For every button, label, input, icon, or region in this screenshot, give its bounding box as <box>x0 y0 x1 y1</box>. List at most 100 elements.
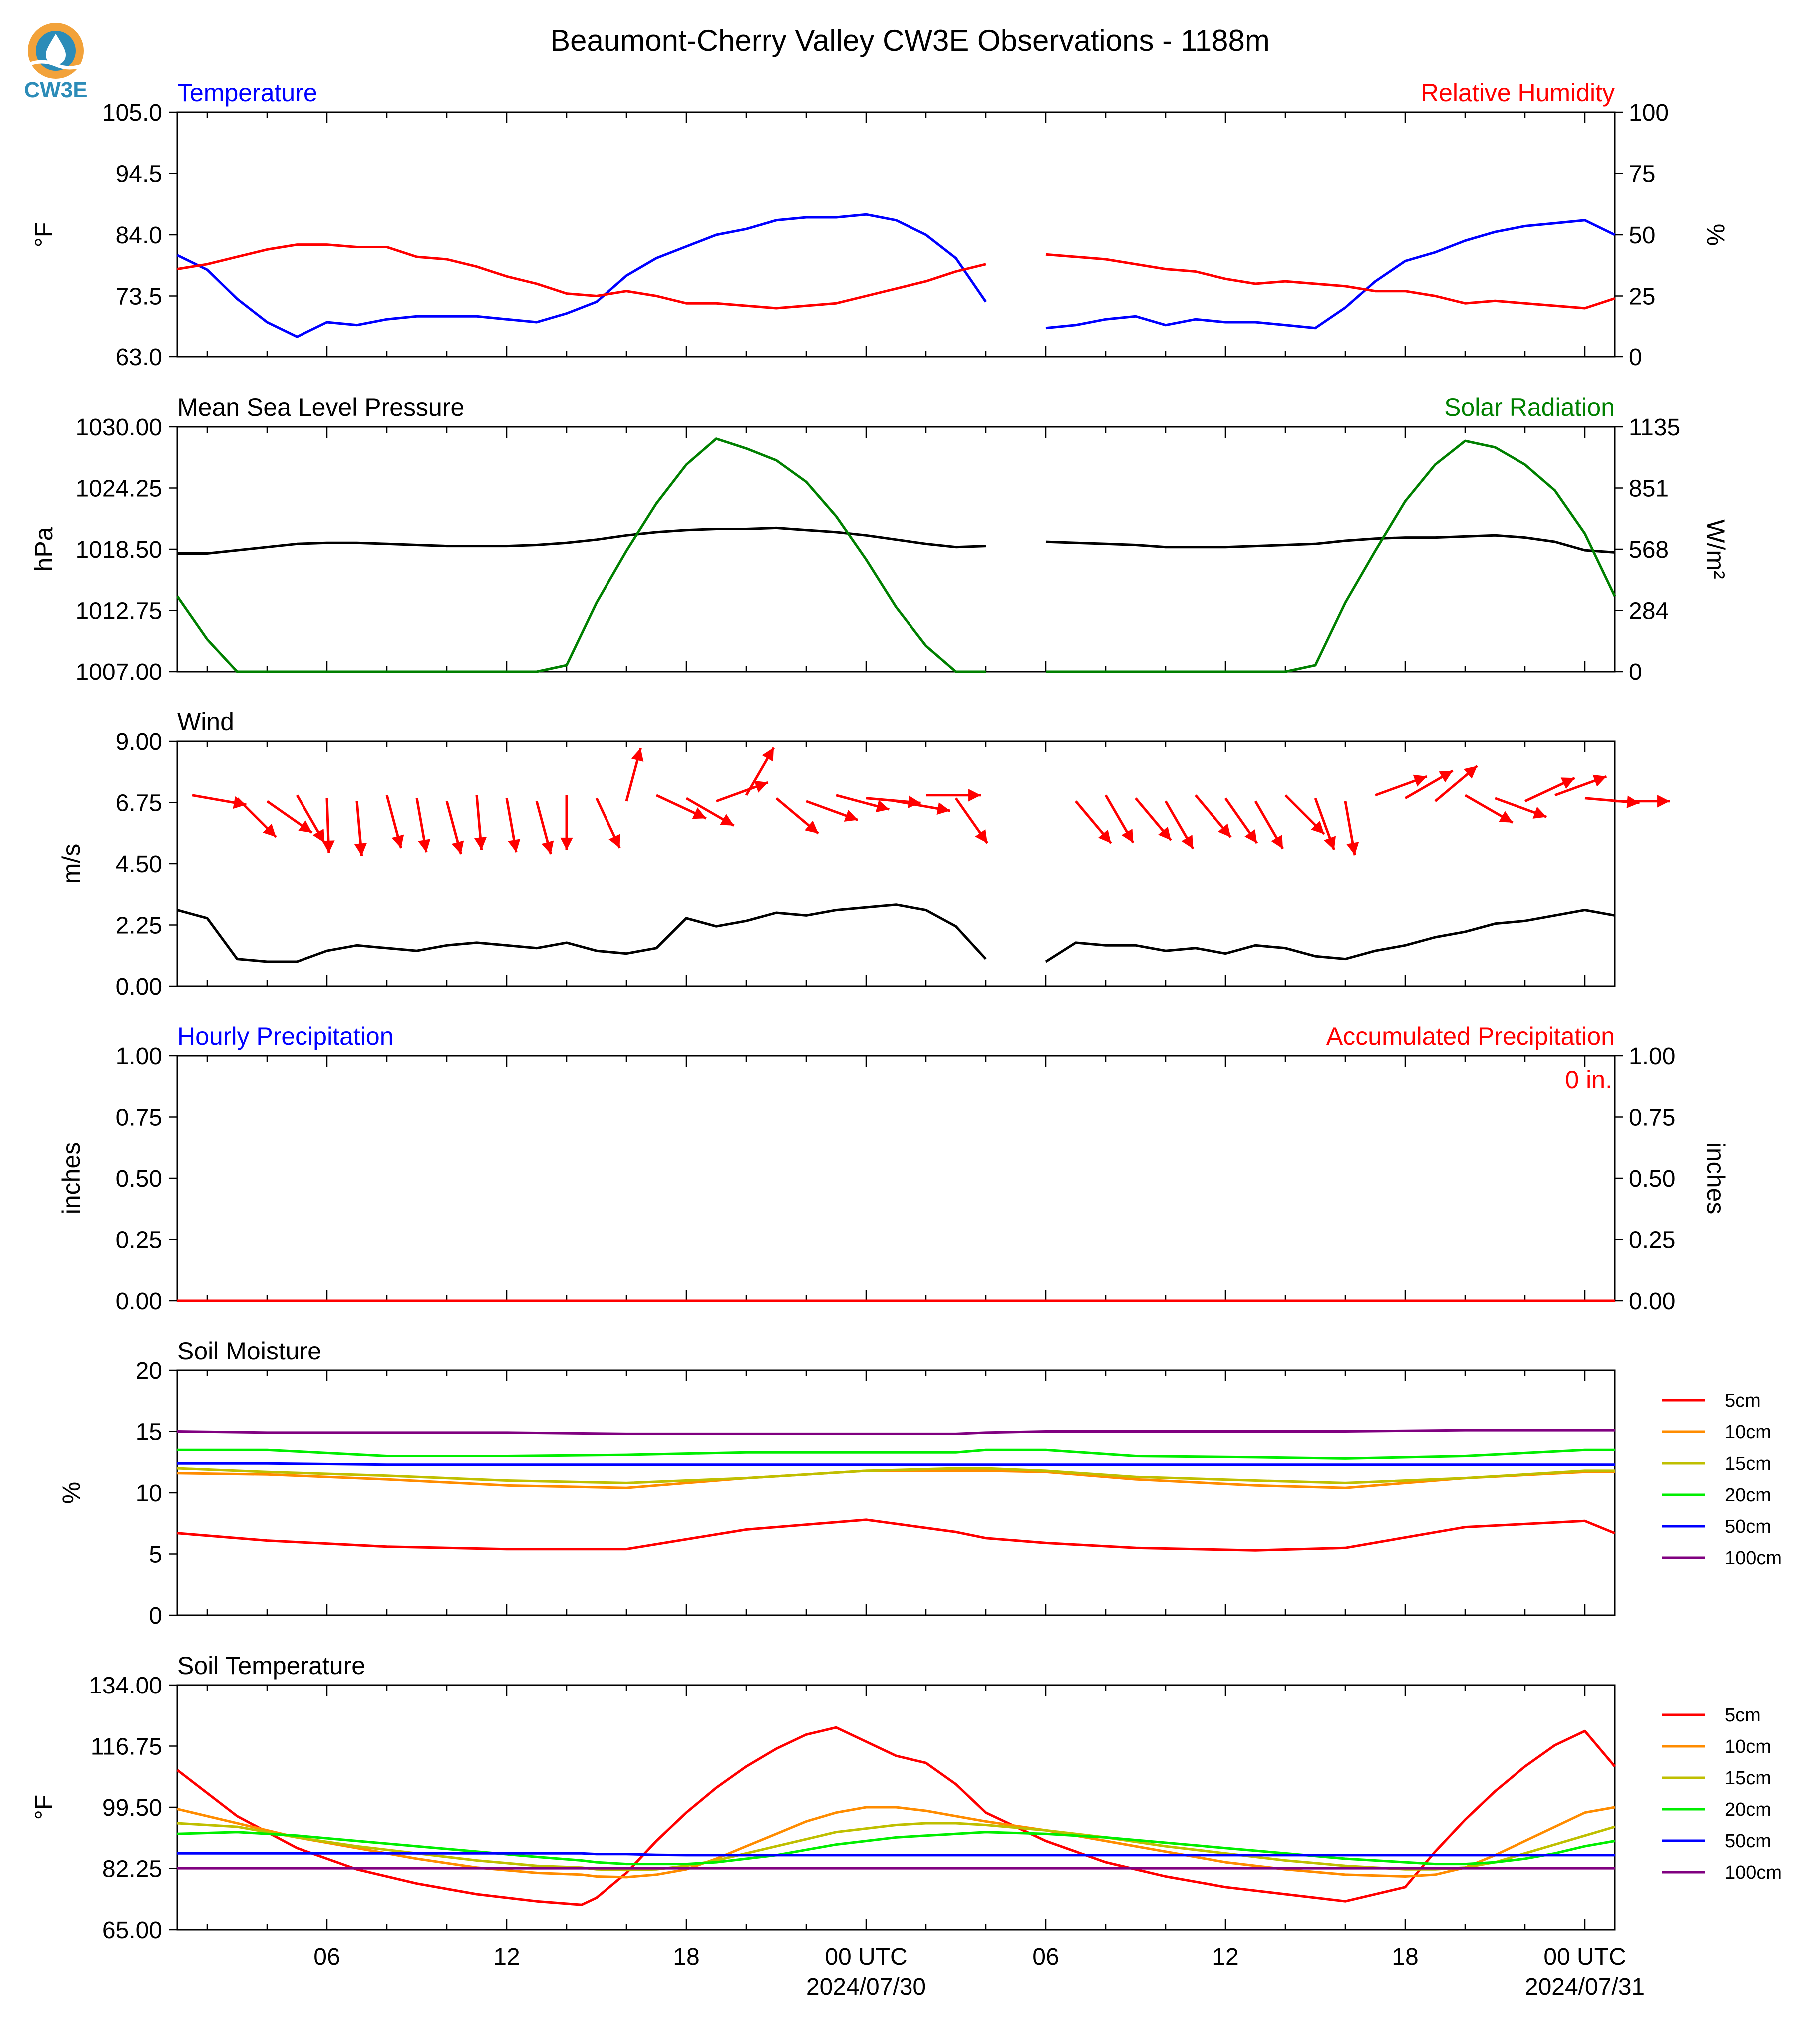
wind-arrow-head <box>1217 823 1231 838</box>
x-date-label: 2024/07/30 <box>806 1974 926 2000</box>
wind-arrow-head <box>1413 774 1427 787</box>
wind-arrow-head <box>451 840 464 855</box>
y-left-axis-label: °F <box>30 222 58 248</box>
wind-arrow-head <box>1499 811 1513 823</box>
wind-arrow-head <box>508 839 521 853</box>
wind-arrow-head <box>1346 842 1359 856</box>
wind-arrow-head <box>1311 820 1324 834</box>
panel-title-left: Soil Temperature <box>177 1652 365 1680</box>
wind-arrow-head <box>692 807 706 819</box>
series-line-20cm <box>177 1448 1615 1460</box>
y-left-tick-label: 73.5 <box>116 284 162 310</box>
y-right-tick-label: 0.25 <box>1629 1227 1675 1254</box>
panel-title-left: Mean Sea Level Pressure <box>177 393 464 421</box>
wind-arrow-head <box>1098 829 1111 844</box>
y-left-tick-label: 5 <box>149 1542 162 1568</box>
legend-label: 100cm <box>1725 1862 1782 1883</box>
y-left-tick-label: 82.25 <box>102 1856 162 1883</box>
wind-arrow-head <box>1244 829 1257 843</box>
y-left-axis-label: °F <box>30 1795 58 1820</box>
panel-precipitation: 1.00 0.75 0.50 0.25 0.00 1.00 0.75 0.50 0.25 0.00… <box>57 1022 1730 1315</box>
panel-temperature-humidity: 105.0 94.5 84.0 73.5 63.0 100 75 50 25 0 Temperatu… <box>30 79 1730 371</box>
wind-arrow-head <box>754 780 768 793</box>
y-right-tick-label: 0 <box>1629 344 1642 371</box>
x-tick-label: 00 UTC <box>825 1944 907 1970</box>
y-left-axis-label: m/s <box>57 844 85 884</box>
y-right-tick-label: 0 <box>1629 659 1642 685</box>
y-right-tick-label: 1.00 <box>1629 1043 1675 1070</box>
x-tick-label: 18 <box>673 1944 699 1970</box>
wind-arrow-head <box>263 823 276 837</box>
wind-arrow-head <box>968 789 981 802</box>
wind-arrow-head <box>1560 777 1575 789</box>
x-tick-label: 12 <box>493 1944 520 1970</box>
panels-layer: 105.094.584.073.563.01007550250Temperatu… <box>30 79 1782 2000</box>
y-left-tick-label: 0.00 <box>116 1288 162 1315</box>
series-line-5cm <box>176 1726 1616 1906</box>
y-left-tick-label: 116.75 <box>91 1734 162 1760</box>
x-tick-label: 00 UTC <box>1543 1944 1626 1970</box>
y-right-tick-label: 100 <box>1629 100 1669 126</box>
legend-label: 5cm <box>1725 1390 1761 1411</box>
wind-arrow-head <box>720 814 734 826</box>
y-left-tick-label: 105.0 <box>102 100 162 126</box>
wind-arrow-head <box>560 837 573 850</box>
legend-label: 10cm <box>1725 1736 1771 1757</box>
series-line-50cm <box>177 1462 1615 1466</box>
panel-pressure-solar: 1030.00 1024.25 1018.50 1012.75 1007.00 1135 8… <box>30 393 1730 685</box>
legend-label: 15cm <box>1725 1768 1771 1789</box>
panel-soil-temperature: 134.00 116.75 99.50 82.25 65.00 Soil Temperat… <box>30 1652 1782 1944</box>
legend-label: 20cm <box>1725 1799 1771 1820</box>
y-left-tick-label: 20 <box>136 1358 162 1384</box>
x-tick-label: 06 <box>1032 1944 1059 1970</box>
wind-arrow-head <box>474 837 487 850</box>
y-right-tick-label: 1135 <box>1629 414 1680 441</box>
y-left-axis-label: % <box>57 1482 85 1504</box>
wind-arrow-head <box>1657 795 1670 808</box>
wind-arrow-head <box>975 829 988 843</box>
y-left-tick-label: 6.75 <box>116 790 162 817</box>
wind-arrow-head <box>1592 774 1607 787</box>
wind-arrow-head <box>1324 836 1336 850</box>
y-right-tick-label: 0.50 <box>1629 1166 1675 1192</box>
y-right-tick-label: 851 <box>1629 476 1669 502</box>
series-line-wind-speed <box>177 903 1615 963</box>
y-right-tick-label: 0.75 <box>1629 1105 1675 1131</box>
series-line-mean-sea-level-pressure <box>177 526 1615 555</box>
y-left-tick-label: 1007.00 <box>75 659 162 685</box>
y-right-tick-label: 568 <box>1629 537 1669 563</box>
x-tick-label: 12 <box>1212 1944 1238 1970</box>
y-left-tick-label: 10 <box>136 1480 162 1507</box>
y-left-tick-label: 0.00 <box>116 974 162 1000</box>
legend-label: 15cm <box>1725 1453 1771 1474</box>
y-left-tick-label: 94.5 <box>116 161 162 188</box>
y-left-tick-label: 134.00 <box>89 1673 162 1699</box>
water-drop-icon <box>46 34 66 65</box>
y-left-tick-label: 1012.75 <box>75 598 162 625</box>
logo-wave <box>27 60 85 70</box>
wind-arrow-head <box>298 820 312 833</box>
y-right-axis-label: inches <box>1702 1142 1730 1215</box>
legend-label: 50cm <box>1725 1831 1771 1852</box>
x-date-label: 2024/07/31 <box>1525 1974 1645 2000</box>
panel-title-left: Hourly Precipitation <box>177 1022 394 1050</box>
wind-arrow-head <box>322 840 335 853</box>
wind-arrow-head <box>1158 826 1171 841</box>
y-right-axis-label: % <box>1702 224 1730 246</box>
y-left-tick-label: 2.25 <box>116 913 162 939</box>
y-right-tick-label: 25 <box>1629 284 1655 310</box>
series-line-5cm <box>177 1518 1615 1552</box>
wind-arrow-head <box>1121 829 1133 843</box>
y-left-tick-label: 9.00 <box>116 729 162 755</box>
y-left-tick-label: 84.0 <box>116 222 162 249</box>
y-left-tick-label: 99.50 <box>102 1795 162 1821</box>
logo-text: CW3E <box>24 78 87 102</box>
wind-arrow-head <box>804 820 819 834</box>
wind-arrow-head <box>631 748 644 762</box>
y-left-tick-label: 4.50 <box>116 851 162 878</box>
y-left-tick-label: 0.25 <box>116 1227 162 1254</box>
y-left-tick-label: 63.0 <box>116 344 162 371</box>
wind-arrow-head <box>1271 835 1283 849</box>
y-left-tick-label: 1024.25 <box>75 476 162 502</box>
panel-title-right: Solar Radiation <box>1444 393 1615 421</box>
